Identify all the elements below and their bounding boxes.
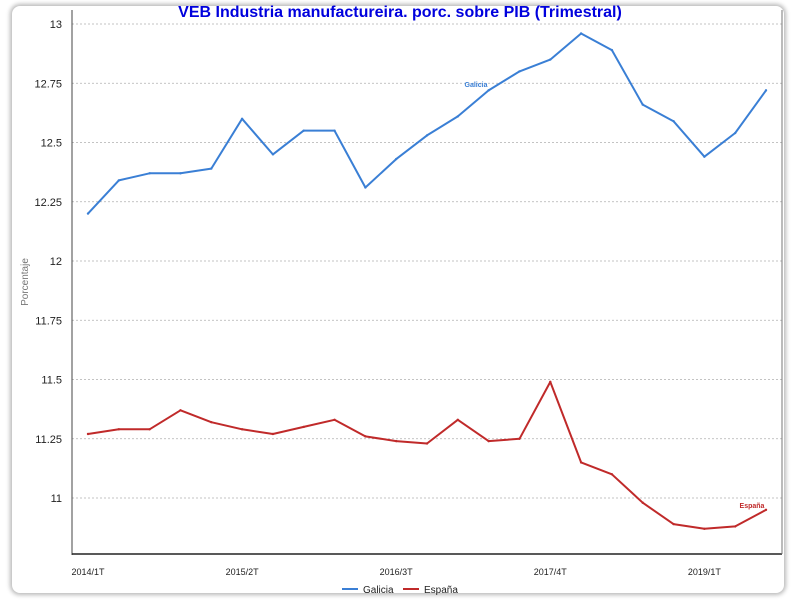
data-point <box>703 155 706 158</box>
x-tick-label: 2016/3T <box>380 567 414 577</box>
data-point <box>394 157 398 161</box>
y-tick-label: 11.75 <box>35 315 62 327</box>
x-tick-label: 2015/2T <box>226 567 260 577</box>
data-point <box>672 522 675 526</box>
data-point <box>210 167 213 170</box>
data-point <box>579 461 583 464</box>
data-point <box>333 418 336 421</box>
y-tick-label: 12.75 <box>34 78 62 90</box>
data-point <box>302 129 305 132</box>
data-point <box>672 119 675 123</box>
series-annotation: España <box>740 503 765 510</box>
data-point <box>86 212 90 215</box>
data-point <box>179 409 182 412</box>
data-point <box>425 442 429 445</box>
data-point <box>733 525 737 528</box>
data-point <box>487 89 490 92</box>
data-point <box>86 432 90 436</box>
data-point <box>733 131 737 135</box>
data-point <box>764 508 768 512</box>
data-point <box>117 179 121 182</box>
data-point <box>549 380 552 384</box>
data-point <box>364 435 367 438</box>
data-point <box>518 70 521 73</box>
data-point <box>456 115 460 118</box>
data-point <box>456 418 460 421</box>
data-point <box>549 58 552 61</box>
y-tick-label: 11.5 <box>41 375 62 387</box>
chart-frame <box>12 6 784 593</box>
legend-label: España <box>424 585 458 596</box>
data-point <box>148 172 151 175</box>
data-point <box>271 432 275 436</box>
data-point <box>179 172 182 175</box>
x-tick-label: 2014/1T <box>71 567 105 577</box>
data-point <box>425 134 429 137</box>
data-point <box>764 89 768 92</box>
y-tick-label: 12.25 <box>34 197 62 209</box>
data-point <box>117 428 121 431</box>
data-point <box>518 437 521 440</box>
data-point <box>240 117 244 121</box>
y-tick-label: 11 <box>51 493 62 505</box>
y-tick-label: 11.25 <box>35 434 62 446</box>
y-tick-label: 13 <box>50 19 62 31</box>
data-point <box>302 425 305 429</box>
chart-title: VEB Industria manufactureira. porc. sobr… <box>178 4 622 21</box>
data-point <box>641 103 644 106</box>
y-tick-label: 12 <box>50 256 62 268</box>
data-point <box>394 439 398 443</box>
data-point <box>210 420 213 424</box>
legend-label: Galicia <box>363 585 394 596</box>
data-point <box>579 32 583 35</box>
data-point <box>148 428 151 431</box>
x-tick-label: 2019/1T <box>688 567 722 577</box>
data-point <box>703 527 706 531</box>
series-line-galicia <box>87 32 767 215</box>
series-line-españa <box>87 380 767 530</box>
data-point <box>487 439 490 443</box>
y-axis-label: Porcentaje <box>20 258 31 306</box>
data-point <box>240 428 244 431</box>
data-point <box>610 473 614 476</box>
data-point <box>641 501 644 504</box>
y-tick-label: 12.5 <box>41 138 62 150</box>
data-point <box>333 129 336 132</box>
data-point <box>364 186 367 189</box>
series-annotation: Galicia <box>465 82 488 89</box>
data-point <box>271 153 275 156</box>
x-tick-label: 2017/4T <box>534 567 568 577</box>
data-point <box>610 48 614 52</box>
